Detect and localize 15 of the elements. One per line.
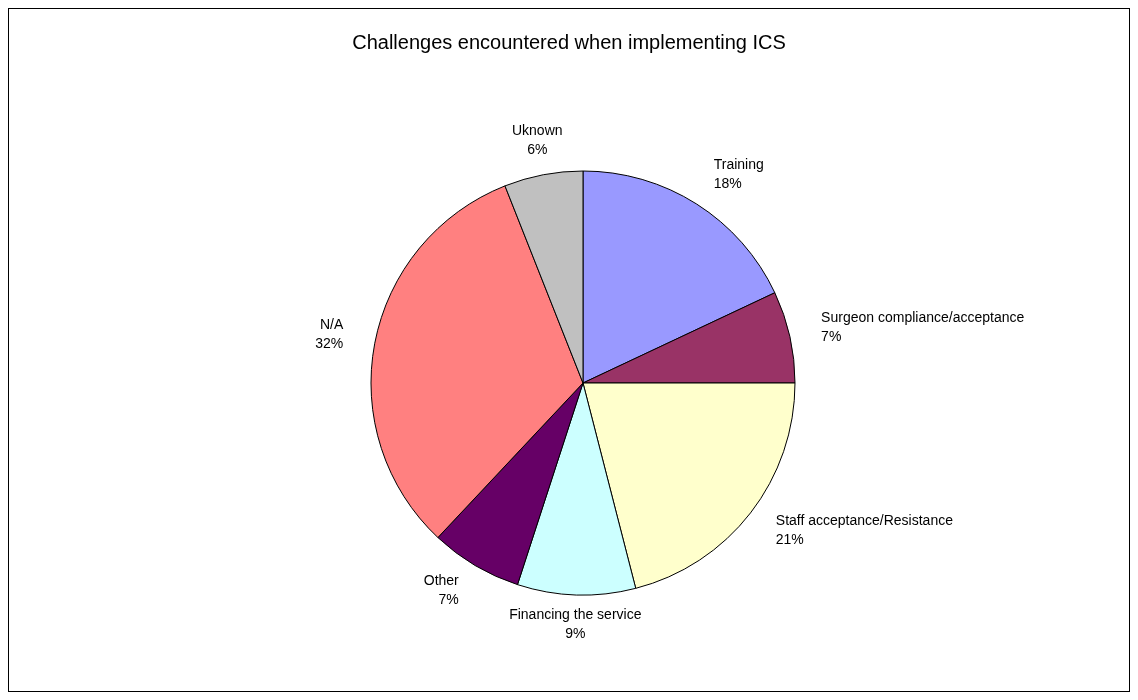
slice-label: N/A [319,316,344,333]
data-label: 32% [315,335,344,352]
data-label: 7% [438,591,459,608]
data-label: 21% [775,530,804,547]
chart-title: Challenges encountered when implementing ICS [351,31,787,54]
data-label: 9% [565,624,586,641]
data-label: 6% [527,141,548,158]
slice-label: Financing the service [509,605,642,622]
data-label: 18% [713,174,742,191]
slice-label: Uknown [511,122,563,139]
slice-label: Other [423,572,460,589]
slice-label: Staff acceptance/Resistance [775,511,954,528]
slice-label: Training [713,155,764,172]
data-label: 7% [821,327,842,344]
slice-label: Surgeon compliance/acceptance [821,308,1025,325]
